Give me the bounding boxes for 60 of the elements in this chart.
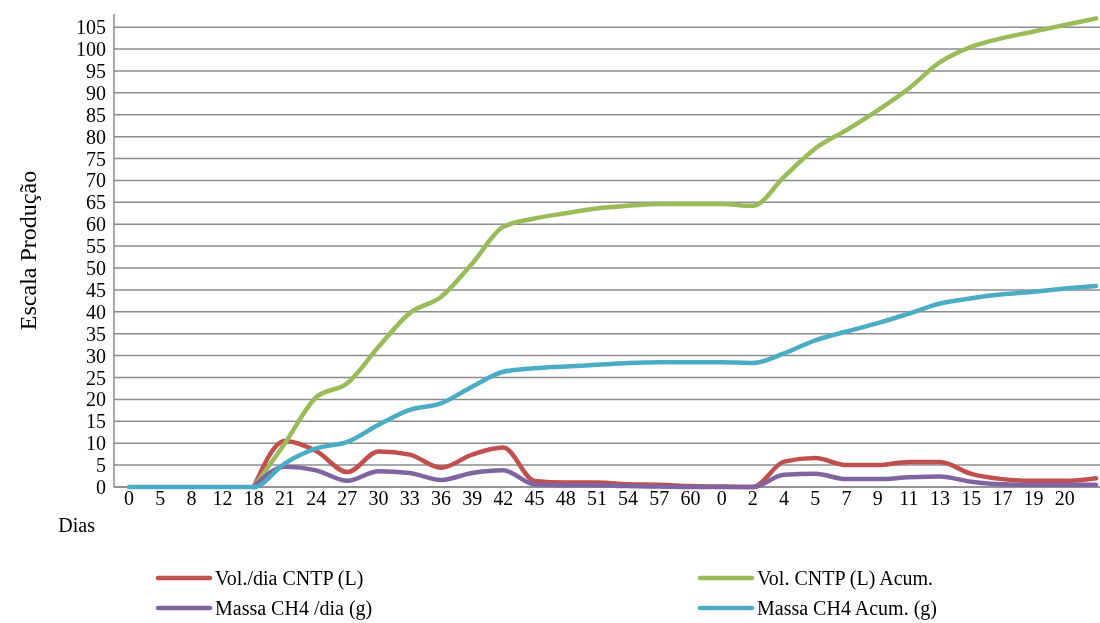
x-tick-label: 0 — [124, 487, 134, 509]
line-series — [251, 464, 1099, 490]
x-tick-label: 7 — [841, 487, 852, 509]
x-tick-label: 8 — [186, 487, 197, 509]
x-tick-label: 57 — [649, 487, 670, 509]
x-tick-label: 18 — [243, 487, 264, 509]
x-tick-label: 45 — [524, 487, 545, 509]
y-tick-label: 35 — [86, 322, 106, 345]
x-tick-label: 33 — [399, 487, 420, 509]
x-tick-label: 4 — [779, 487, 790, 509]
y-tick-label: 30 — [86, 344, 106, 367]
x-tick-label: 54 — [618, 487, 639, 509]
y-tick-label: 75 — [86, 147, 106, 170]
x-tick-label: 0 — [716, 487, 727, 509]
x-tick-label: 30 — [368, 487, 389, 509]
y-tick-label: 45 — [86, 278, 106, 301]
y-tick-label: 10 — [86, 432, 106, 455]
y-tick-label: 65 — [86, 191, 106, 214]
y-tick-label: 100 — [76, 38, 106, 61]
x-tick-label: 13 — [930, 487, 951, 509]
y-tick-label: 95 — [86, 59, 106, 82]
y-tick-label: 40 — [86, 300, 106, 323]
x-tick-label: 5 — [155, 487, 166, 509]
legend-label: Massa CH4 /dia (g) — [215, 597, 373, 620]
legend-label: Vol./dia CNTP (L) — [215, 567, 364, 590]
x-tick-label: 11 — [899, 487, 919, 509]
x-tick-label: 60 — [680, 487, 701, 509]
y-tick-label: 70 — [86, 169, 106, 192]
legend-label: Vol. CNTP (L) Acum. — [757, 567, 934, 590]
x-tick-label: 39 — [462, 487, 483, 509]
y-tick-label: 50 — [86, 257, 106, 280]
y-tick-label: 105 — [76, 16, 106, 39]
y-tick-label: 5 — [96, 454, 106, 477]
x-tick-label: 42 — [493, 487, 514, 509]
x-tick-label: 36 — [430, 487, 451, 509]
x-tick-label: 48 — [555, 487, 576, 509]
x-tick-label: 24 — [306, 487, 327, 509]
y-tick-label: 90 — [86, 81, 106, 104]
x-tick-label: 19 — [1023, 487, 1044, 509]
x-tick-label: 20 — [1054, 487, 1075, 509]
x-tick-label: 27 — [337, 487, 358, 509]
x-tick-label: 15 — [961, 487, 982, 509]
x-tick-label: 12 — [212, 487, 233, 509]
y-tick-label: 25 — [86, 366, 106, 389]
x-axis-title: Dias — [58, 514, 96, 536]
x-tick-label: 9 — [872, 487, 883, 509]
x-tick-label: 51 — [586, 487, 607, 509]
y-axis-title: Escala Produção — [15, 170, 41, 331]
y-tick-label: 15 — [86, 410, 106, 433]
legend-label: Massa CH4 Acum. (g) — [757, 597, 937, 620]
y-tick-label: 85 — [86, 103, 106, 126]
y-tick-label: 80 — [86, 125, 106, 148]
line-series — [126, 283, 1099, 490]
x-tick-label: 2 — [747, 487, 758, 509]
y-tick-label: 60 — [86, 213, 106, 236]
y-tick-label: 55 — [86, 235, 106, 258]
x-tick-label: 17 — [992, 487, 1013, 509]
x-tick-label: 21 — [274, 487, 295, 509]
y-tick-label: 20 — [86, 388, 106, 411]
x-tick-label: 5 — [810, 487, 821, 509]
